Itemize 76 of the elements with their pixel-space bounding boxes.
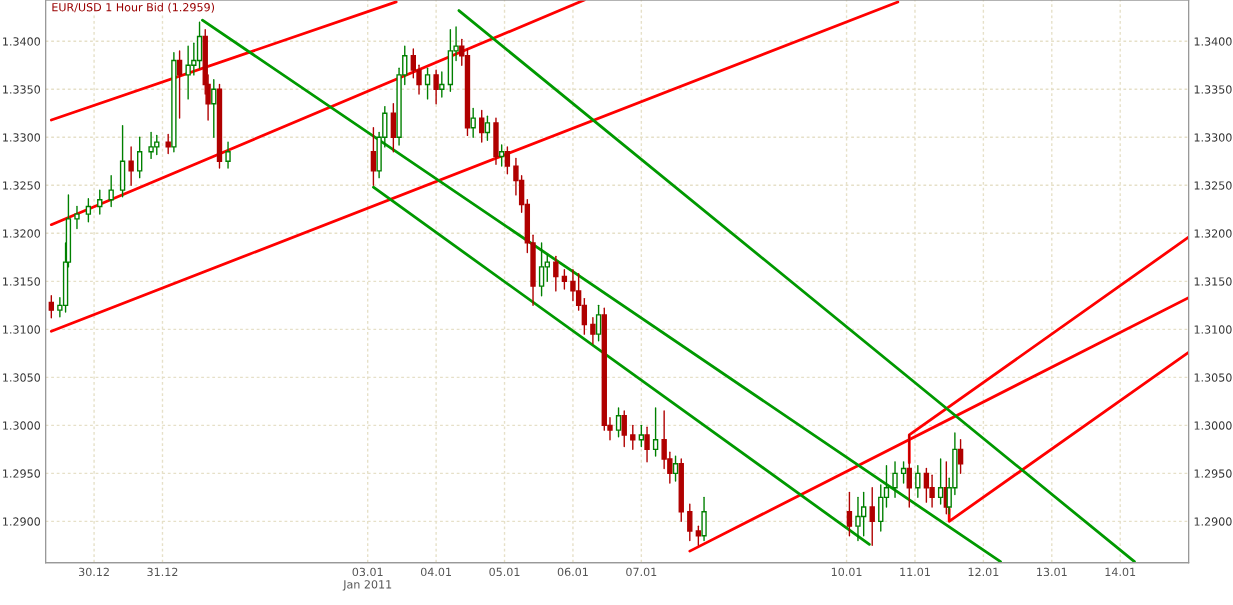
x-tick-label: 04.01 — [420, 567, 451, 577]
candlestick — [900, 461, 907, 484]
candlestick — [621, 410, 627, 448]
candlestick — [165, 133, 171, 155]
y-tick-label: 1.3200 — [3, 229, 41, 238]
y-tick-label: 1.3100 — [3, 325, 41, 334]
x-tick-label: 05.01 — [489, 567, 520, 577]
candlestick — [424, 67, 431, 100]
y-tick-label: 1.3400 — [3, 37, 41, 46]
x-tick-label: 13.01 — [1037, 567, 1067, 577]
candlestick — [433, 69, 439, 105]
y2-tick-label: 1.3200 — [1194, 229, 1232, 238]
y-tick-label: 1.3250 — [3, 181, 41, 190]
candlestick — [498, 144, 505, 167]
candlestick — [225, 141, 231, 169]
candlestick — [957, 439, 964, 475]
y2-tick-label: 1.3050 — [1194, 373, 1232, 382]
candlestick — [644, 426, 650, 463]
candlestick — [937, 458, 944, 505]
candlestick — [630, 424, 636, 451]
chart-title: EUR/USD 1 Hour Bid (1.2959) — [52, 2, 215, 13]
candlestick — [652, 407, 659, 457]
candlestick — [370, 127, 377, 187]
candlestick — [74, 205, 80, 230]
candlestick — [892, 461, 898, 499]
candlestick — [590, 317, 596, 345]
candlestick — [561, 269, 568, 290]
y-tick-label: 1.3300 — [3, 133, 41, 142]
candlestick — [846, 491, 853, 537]
x-tick-label: 06.01 — [557, 567, 588, 577]
candlestick — [869, 487, 875, 547]
candlestick — [595, 304, 602, 342]
candlestick — [638, 424, 645, 448]
y-tick-label: 1.3350 — [3, 85, 41, 94]
x-tick-label: 14.01 — [1105, 567, 1136, 577]
candlestick — [97, 189, 103, 215]
candlestick — [85, 198, 92, 223]
candlestick — [504, 146, 511, 175]
y-tick-label: 1.3050 — [3, 373, 41, 382]
y-tick-label: 1.3150 — [3, 277, 41, 286]
candlestick — [176, 50, 183, 119]
y2-tick-label: 1.3300 — [1194, 133, 1232, 142]
candlestick — [687, 503, 693, 542]
candlestick — [915, 464, 921, 499]
y-tick-label: 1.2900 — [3, 517, 41, 526]
x-tick-label: 30.12 — [79, 567, 109, 577]
candlestick — [553, 255, 559, 292]
y2-tick-label: 1.3350 — [1194, 85, 1232, 94]
candlestick — [48, 295, 55, 319]
candlestick — [672, 455, 679, 482]
candlestick — [136, 136, 143, 179]
x-tick-label: 07.01 — [626, 567, 657, 577]
candlestick — [211, 78, 217, 138]
y2-tick-label: 1.2950 — [1194, 469, 1232, 478]
y2-tick-label: 1.2900 — [1194, 517, 1232, 526]
y-tick-label: 1.3000 — [3, 421, 41, 430]
candlestick — [906, 434, 912, 508]
x-tick-label: 10.01 — [831, 567, 862, 577]
x-tick-label: 11.01 — [900, 567, 930, 577]
candlestick — [484, 115, 491, 141]
y2-tick-label: 1.3250 — [1194, 181, 1232, 190]
candlestick — [439, 71, 445, 98]
x-tick-label: 03.01 Jan 2011 — [342, 567, 392, 591]
y2-tick-label: 1.3100 — [1194, 325, 1232, 334]
candlestick — [128, 146, 134, 187]
candlestick — [695, 525, 702, 547]
x-tick-label: 12.01 — [968, 567, 999, 577]
candlestick — [615, 407, 622, 438]
y2-tick-label: 1.3400 — [1194, 37, 1232, 46]
y2-tick-label: 1.3150 — [1194, 277, 1232, 286]
x-tick-label: 31.12 — [147, 567, 178, 577]
candlestick — [108, 175, 114, 208]
candlestick — [470, 107, 476, 138]
y2-tick-label: 1.3000 — [1194, 421, 1232, 430]
candlestick — [479, 109, 485, 143]
y-tick-label: 1.2950 — [3, 469, 41, 478]
